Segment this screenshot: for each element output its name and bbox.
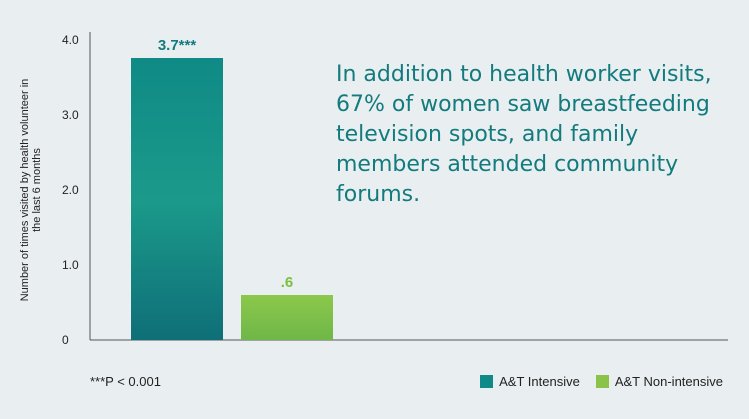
legend-swatch-non-intensive — [595, 375, 609, 388]
data-label-intensive: 3.7*** — [158, 37, 197, 54]
bar-non-intensive — [241, 295, 333, 340]
y-tick-label: 4.0 — [62, 33, 79, 47]
legend-item-intensive: A&T Intensive — [480, 374, 580, 389]
bar-intensive — [131, 58, 223, 340]
y-tick-label: 1.0 — [62, 258, 79, 272]
annotation-text: In addition to health worker visits, 67%… — [336, 62, 712, 207]
y-tick-label: 3.0 — [62, 108, 79, 122]
y-tick-label: 2.0 — [62, 183, 79, 197]
legend-label-non-intensive: A&T Non-intensive — [614, 374, 723, 389]
legend: A&T Intensive A&T Non-intensive — [480, 374, 723, 389]
legend-label-intensive: A&T Intensive — [499, 374, 580, 389]
data-label-non-intensive: .6 — [281, 274, 294, 291]
y-tick-label: 0 — [62, 333, 69, 347]
y-axis-label: Number of times visited by health volunt… — [19, 79, 43, 302]
significance-footnote: ***P < 0.001 — [90, 374, 161, 389]
legend-item-non-intensive: A&T Non-intensive — [595, 374, 723, 389]
legend-swatch-intensive — [480, 375, 494, 388]
